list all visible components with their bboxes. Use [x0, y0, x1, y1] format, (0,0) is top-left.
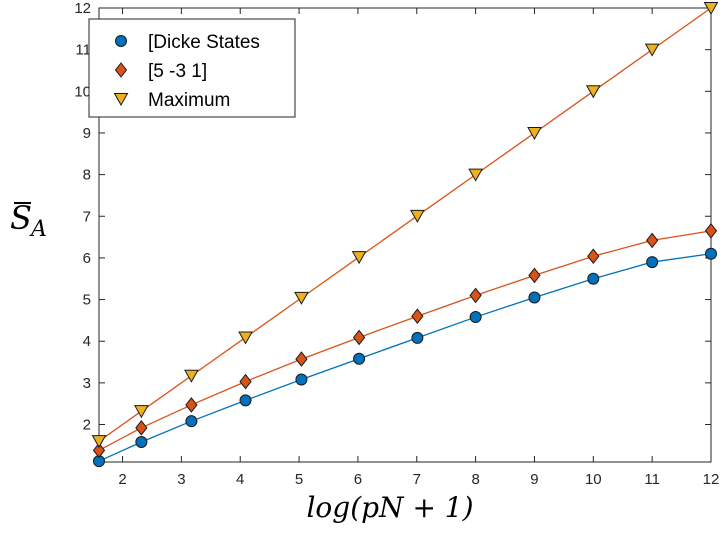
- series-line-2: [98, 230, 712, 451]
- data-point-series-1: [185, 415, 198, 428]
- data-point-series-3: [703, 2, 719, 16]
- data-point-series-1: [353, 352, 366, 365]
- data-point-series-2: [704, 223, 718, 239]
- y-tick-label: 9: [83, 125, 91, 142]
- data-point-series-2: [185, 397, 198, 413]
- data-point-series-1: [411, 331, 424, 344]
- series-markers: [91, 2, 719, 468]
- y-tick-label: 10: [74, 83, 91, 100]
- y-tick-label: 11: [75, 42, 91, 59]
- x-tick-label: 3: [177, 471, 185, 488]
- y-tick-label: 3: [83, 375, 91, 392]
- y-tick-label: 7: [83, 208, 91, 225]
- x-tick-label: 12: [703, 471, 720, 488]
- series-line-1: [98, 253, 712, 462]
- data-point-series-3: [527, 126, 542, 140]
- y-tick-label: 12: [74, 0, 91, 17]
- legend: [Dicke States [5 -3 1] Maximum: [88, 18, 296, 118]
- data-point-series-3: [134, 405, 149, 419]
- data-point-series-2: [411, 308, 424, 325]
- data-point-series-2: [135, 420, 148, 436]
- legend-marker-3: [113, 93, 129, 107]
- legend-marker-1: [115, 35, 127, 47]
- data-point-series-1: [135, 436, 148, 449]
- x-tick-label: 6: [354, 471, 362, 488]
- y-axis-ticks: 2 3 4 5 6 7 8 9 10 11 12: [74, 0, 711, 434]
- legend-label-2: [5 -3 1]: [148, 61, 207, 82]
- x-tick-label: 2: [118, 471, 126, 488]
- data-point-series-2: [646, 232, 659, 249]
- x-tick-label: 9: [530, 471, 538, 488]
- series-line-3: [98, 7, 712, 442]
- y-axis-label: S A: [10, 199, 47, 242]
- data-point-series-3: [468, 168, 483, 182]
- data-point-series-2: [92, 442, 106, 459]
- x-tick-label: 7: [413, 471, 421, 488]
- data-point-series-1: [239, 394, 252, 407]
- data-point-series-3: [410, 209, 425, 223]
- y-tick-label: 2: [83, 417, 91, 434]
- series-lines: [98, 7, 712, 462]
- data-point-series-1: [528, 291, 541, 304]
- data-point-series-2: [295, 351, 308, 367]
- x-tick-label: 10: [585, 471, 602, 488]
- data-point-series-3: [91, 435, 107, 449]
- data-point-series-2: [528, 267, 541, 284]
- data-point-series-1: [646, 256, 659, 269]
- data-point-series-1: [295, 373, 308, 386]
- data-point-series-3: [238, 331, 253, 345]
- data-point-series-2: [469, 287, 482, 304]
- data-point-series-2: [239, 373, 252, 390]
- legend-label-1: [Dicke States: [148, 32, 260, 53]
- x-tick-label: 4: [236, 471, 244, 488]
- y-tick-label: 4: [83, 333, 91, 350]
- data-point-series-2: [587, 248, 600, 265]
- data-point-series-2: [352, 329, 366, 346]
- x-tick-label: 11: [644, 471, 660, 488]
- x-axis-ticks: 2 3 4 5 6 7 8 9 10 11 12: [118, 8, 719, 488]
- svg-text:A: A: [29, 217, 47, 242]
- y-tick-label: 5: [83, 292, 91, 309]
- y-tick-label: 8: [83, 167, 91, 184]
- y-tick-label: 6: [83, 250, 91, 267]
- data-point-series-3: [585, 85, 601, 99]
- x-axis-label: log(pN + 1): [306, 491, 473, 524]
- data-point-series-3: [351, 251, 367, 265]
- data-point-series-3: [644, 43, 660, 57]
- data-point-series-1: [705, 247, 717, 260]
- data-point-series-3: [294, 291, 309, 305]
- legend-marker-2: [114, 62, 128, 78]
- data-point-series-1: [469, 311, 482, 324]
- data-point-series-3: [184, 369, 199, 383]
- data-point-series-1: [587, 272, 600, 285]
- svg-text:S: S: [10, 199, 32, 237]
- legend-label-3: Maximum: [148, 90, 230, 111]
- x-tick-label: 5: [295, 471, 303, 488]
- x-tick-label: 8: [471, 471, 479, 488]
